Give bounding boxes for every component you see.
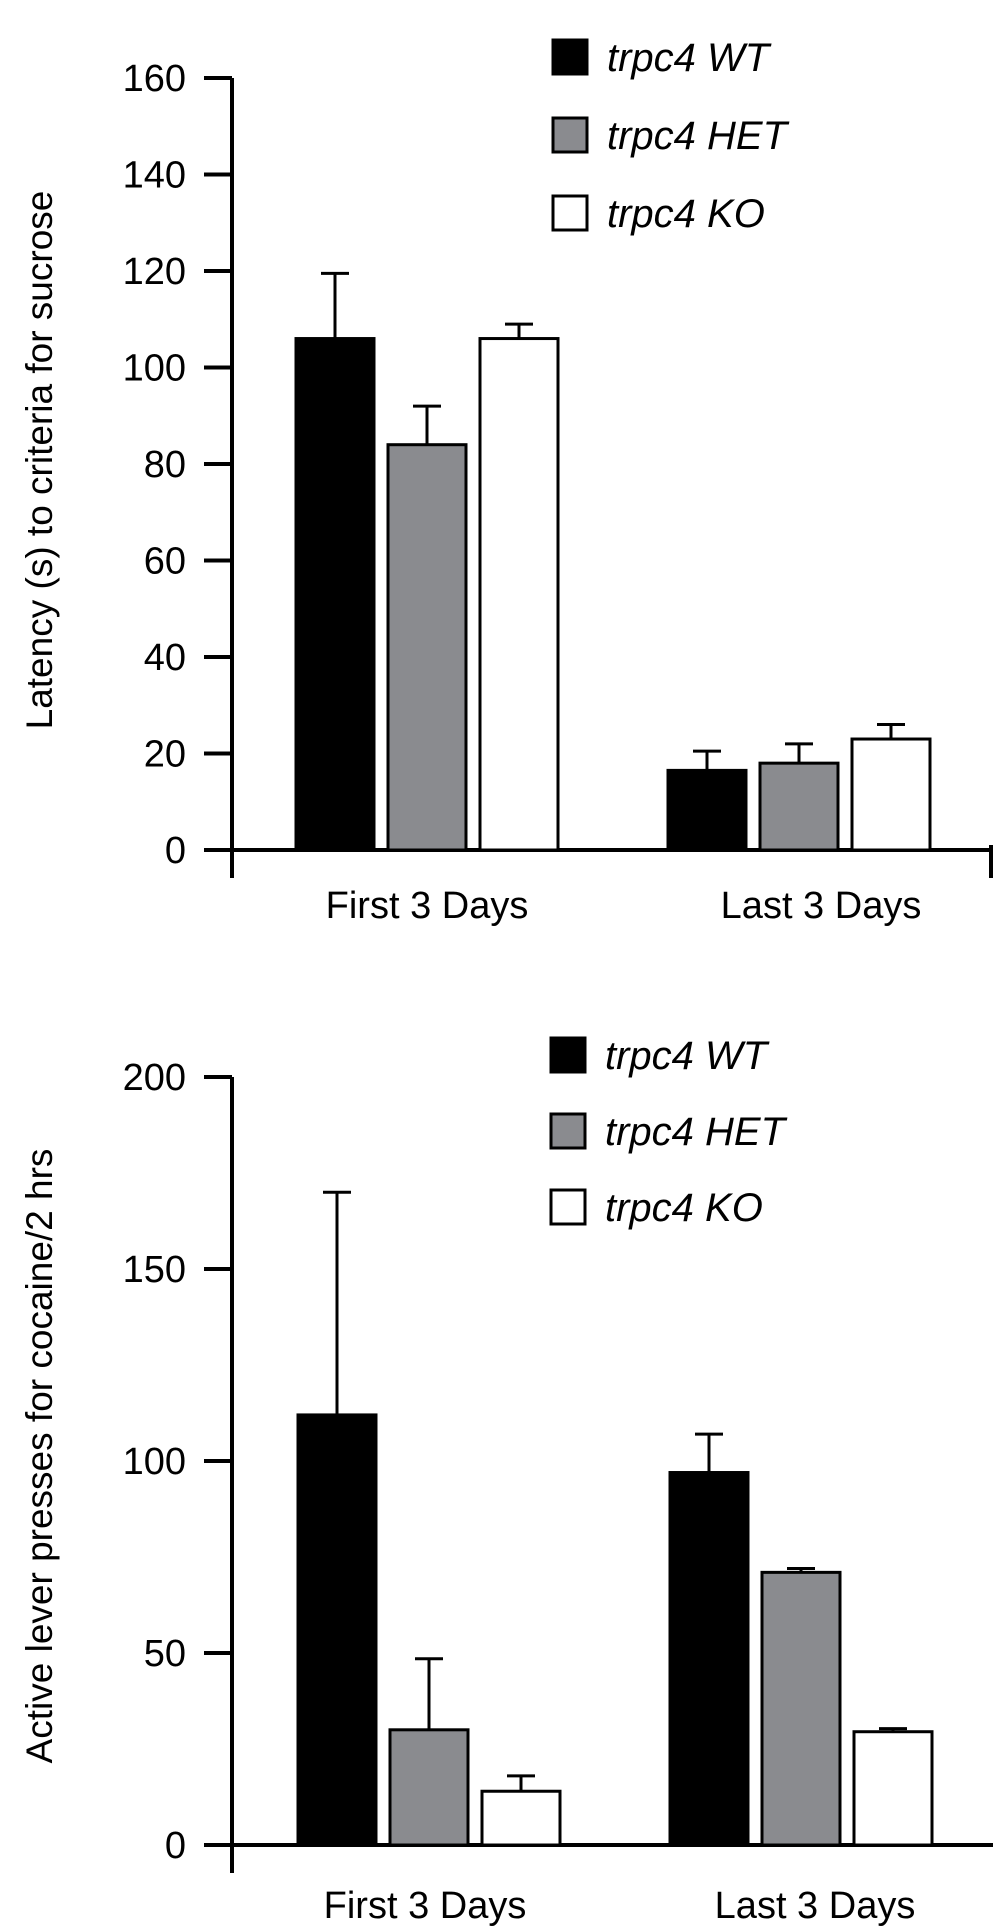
y-tick-label: 120 [123,251,186,293]
legend-label: trpc4 WT [605,1034,770,1078]
legend-label: trpc4 HET [605,1110,788,1154]
bar-trpc4-het-last-3-days [758,761,840,852]
y-axis-title: Latency (s) to criteria for sucrose [19,191,60,730]
bar-trpc4-ko-last-3-days [852,1730,934,1847]
y-tick-label: 140 [123,155,186,197]
bar-trpc4-ko-first-3-days [480,1789,562,1847]
y-tick-label: 150 [123,1249,186,1291]
legend-swatch-trpc4-wt [551,38,589,76]
legend-swatch-trpc4-het [549,1112,587,1150]
bar-trpc4-ko-last-3-days [850,737,932,852]
bar-trpc4-het-first-3-days [388,1728,470,1847]
bar-trpc4-wt-last-3-days [666,768,748,852]
legend-swatch-trpc4-het [551,116,589,154]
y-tick-label: 60 [144,541,186,583]
bar-trpc4-het-last-3-days [760,1570,842,1847]
y-tick-label: 100 [123,1441,186,1483]
y-tick-label: 80 [144,444,186,486]
bar-trpc4-het-first-3-days [386,443,468,852]
y-tick-label: 160 [123,58,186,100]
bar-trpc4-wt-first-3-days [296,1413,378,1847]
y-tick-label: 20 [144,734,186,776]
x-category-label: Last 3 Days [715,1885,916,1926]
lever-presses-chart: 0 50 100 150 200 Active lever presses for coc… [19,1034,993,1926]
y-tick-label: 200 [123,1057,186,1099]
legend-swatch-trpc4-wt [549,1036,587,1074]
legend-label: trpc4 WT [607,36,772,80]
y-axis-title: Active lever presses for cocaine/2 hrs [19,1149,60,1764]
bar-trpc4-wt-first-3-days [294,337,376,852]
latency-chart: 0 20 40 60 80 100 120 140 160 Latency (s) to crit… [19,36,993,927]
y-tick-label: 0 [165,1825,186,1867]
y-tick-label: 0 [165,830,186,872]
x-category-label: First 3 Days [326,885,529,927]
y-tick-label: 40 [144,637,186,679]
x-category-label: First 3 Days [324,1885,527,1926]
x-category-label: Last 3 Days [721,885,922,927]
y-tick-label: 100 [123,348,186,390]
legend-label: trpc4 KO [607,192,765,236]
bar-trpc4-wt-last-3-days [668,1471,750,1847]
legend-swatch-trpc4-ko [551,194,589,232]
legend-label: trpc4 KO [605,1186,763,1230]
y-tick-label: 50 [144,1633,186,1675]
legend-label: trpc4 HET [607,114,790,158]
legend-swatch-trpc4-ko [549,1188,587,1226]
bar-trpc4-ko-first-3-days [478,337,560,852]
